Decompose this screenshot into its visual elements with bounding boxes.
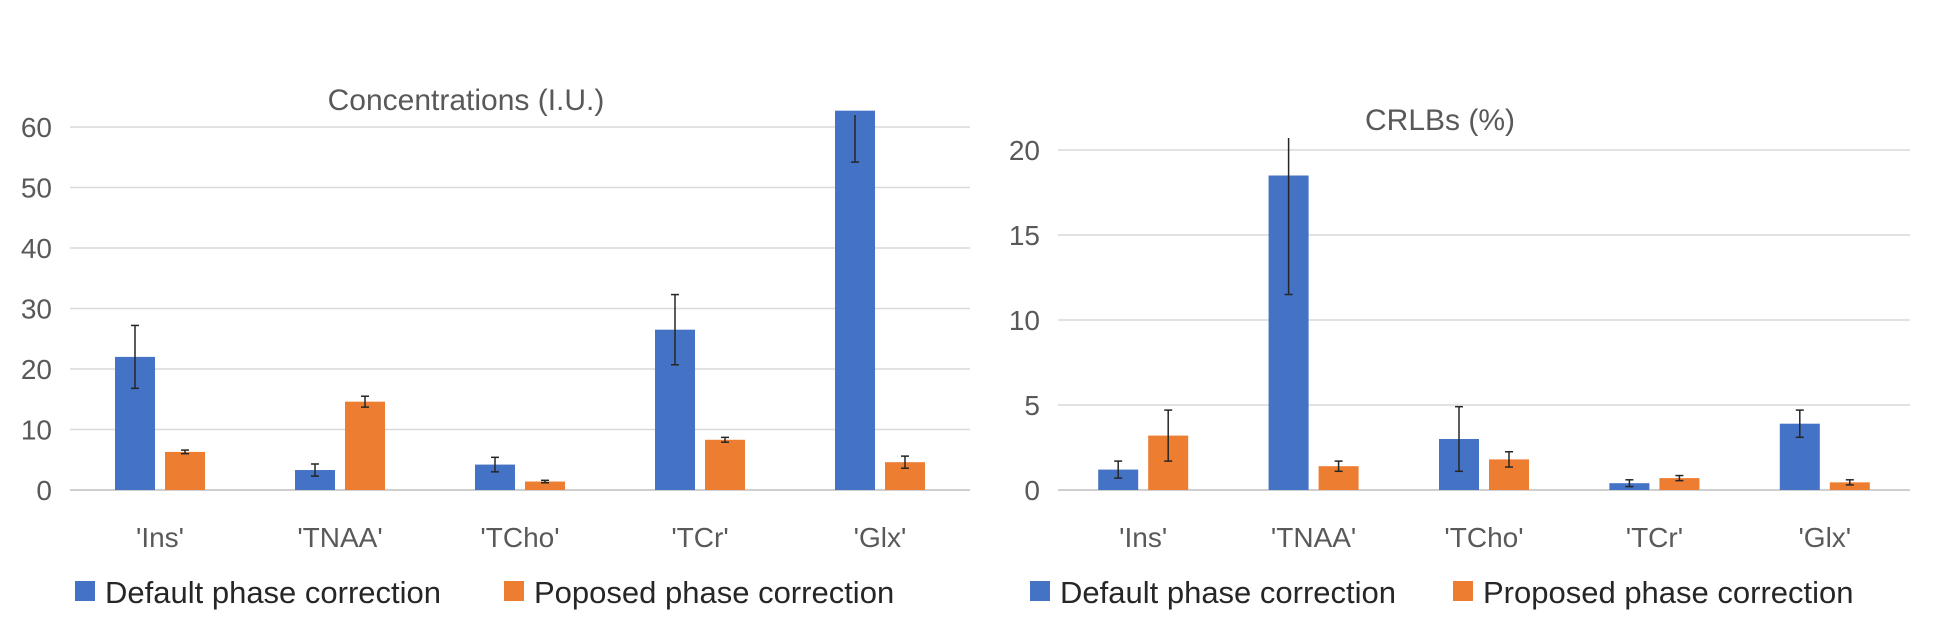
legend-swatch bbox=[75, 581, 95, 601]
y-tick-label: 15 bbox=[1009, 220, 1040, 251]
legend-label: Default phase correction bbox=[1060, 575, 1396, 610]
y-tick-label: 40 bbox=[21, 233, 52, 264]
legend-swatch bbox=[504, 581, 524, 601]
y-tick-label: 10 bbox=[21, 415, 52, 446]
chart-title: CRLBs (%) bbox=[1365, 104, 1515, 137]
bar-default bbox=[835, 110, 875, 490]
bar-proposed bbox=[345, 401, 385, 490]
y-tick-label: 0 bbox=[36, 475, 52, 506]
bar-proposed bbox=[705, 439, 745, 490]
legend-label: Poposed phase correction bbox=[534, 575, 894, 610]
x-tick-label: 'TNAA' bbox=[297, 522, 382, 553]
y-tick-label: 20 bbox=[1009, 135, 1040, 166]
y-tick-label: 5 bbox=[1024, 390, 1040, 421]
bar-proposed bbox=[525, 481, 565, 490]
legend-label: Default phase correction bbox=[105, 575, 441, 610]
y-tick-label: 60 bbox=[21, 112, 52, 143]
x-tick-label: 'TNAA' bbox=[1271, 522, 1356, 553]
bar-proposed bbox=[165, 451, 205, 490]
bar-default bbox=[1098, 469, 1139, 490]
x-tick-label: 'TCho' bbox=[1444, 522, 1523, 553]
x-tick-label: 'Glx' bbox=[854, 522, 907, 553]
y-tick-label: 0 bbox=[1024, 475, 1040, 506]
x-tick-label: 'TCho' bbox=[480, 522, 559, 553]
y-tick-label: 50 bbox=[21, 173, 52, 204]
legend-swatch bbox=[1030, 581, 1050, 601]
y-tick-label: 20 bbox=[21, 354, 52, 385]
bar-proposed bbox=[1659, 478, 1700, 490]
x-tick-label: 'Glx' bbox=[1798, 522, 1851, 553]
bar-default bbox=[295, 470, 335, 490]
x-tick-label: 'TCr' bbox=[1626, 522, 1683, 553]
x-tick-label: 'Ins' bbox=[1119, 522, 1167, 553]
legend-swatch bbox=[1453, 581, 1473, 601]
chart-2: 0 5 10 15 20 CRLBs (%) 'Ins' 'TNAA' 'TCho' 'TCr' '… bbox=[1009, 104, 1910, 610]
bar-proposed bbox=[1829, 482, 1870, 490]
y-tick-label: 10 bbox=[1009, 305, 1040, 336]
x-tick-label: 'TCr' bbox=[671, 522, 728, 553]
x-tick-label: 'Ins' bbox=[136, 522, 184, 553]
y-tick-label: 30 bbox=[21, 294, 52, 325]
legend-label: Proposed phase correction bbox=[1483, 575, 1854, 610]
chart-title: Concentrations (I.U.) bbox=[328, 84, 605, 117]
chart-1: 0 10 20 30 40 50 60 Concentrations (I.U.) 'Ins' '… bbox=[21, 84, 970, 610]
bar-proposed bbox=[1318, 466, 1359, 490]
